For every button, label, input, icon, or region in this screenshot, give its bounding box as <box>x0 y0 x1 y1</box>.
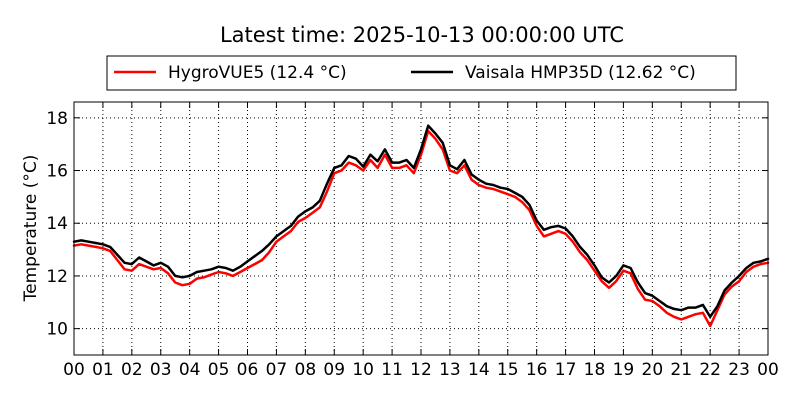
x-tick-label: 23 <box>728 360 750 380</box>
y-tick-label: 10 <box>46 320 68 340</box>
x-tick-label: 01 <box>92 360 114 380</box>
x-tick-label: 11 <box>381 360 403 380</box>
x-tick-label: 03 <box>150 360 172 380</box>
plot-frame <box>73 101 769 356</box>
legend-label-hygrovue5: HygroVUE5 (12.4 °C) <box>168 63 347 83</box>
chart-title: Latest time: 2025-10-13 00:00:00 UTC <box>220 23 624 47</box>
x-tick-label: 00 <box>63 360 85 380</box>
x-tick-label: 22 <box>699 360 721 380</box>
x-tick-label: 17 <box>555 360 577 380</box>
series-line-0 <box>72 129 770 328</box>
x-tick-label: 10 <box>352 360 374 380</box>
series-line-1 <box>72 124 770 319</box>
x-tick-label: 02 <box>121 360 143 380</box>
x-tick-label: 08 <box>295 360 317 380</box>
x-tick-label: 21 <box>670 360 692 380</box>
x-tick-label: 06 <box>237 360 259 380</box>
y-tick-label: 14 <box>46 214 68 234</box>
y-tick-label: 18 <box>46 109 68 129</box>
grid <box>74 102 768 355</box>
y-tick-label: 12 <box>46 267 68 287</box>
x-tick-label: 18 <box>584 360 606 380</box>
y-tick-label: 16 <box>46 162 68 182</box>
x-tick-label: 07 <box>266 360 288 380</box>
legend: HygroVUE5 (12.4 °C) Vaisala HMP35D (12.6… <box>106 55 737 91</box>
legend-label-vaisala: Vaisala HMP35D (12.62 °C) <box>465 63 696 83</box>
x-tick-label: 00 <box>757 360 779 380</box>
y-tick-labels: 10 12 14 16 18 <box>46 109 68 340</box>
x-tick-label: 13 <box>439 360 461 380</box>
x-tick-label: 12 <box>410 360 432 380</box>
x-tick-label: 05 <box>208 360 230 380</box>
x-tick-label: 09 <box>323 360 345 380</box>
x-tick-label: 14 <box>468 360 490 380</box>
x-tick-label: 16 <box>526 360 548 380</box>
series-lines <box>72 124 770 328</box>
y-axis-label: Temperature (°C) <box>21 155 41 303</box>
x-tick-label: 20 <box>642 360 664 380</box>
x-tick-label: 04 <box>179 360 201 380</box>
ticks <box>73 102 769 355</box>
x-tick-labels: 00 01 02 03 04 05 06 07 08 09 10 11 12 13 14 15 16 17 18 19… <box>63 360 779 380</box>
x-tick-label: 19 <box>613 360 635 380</box>
x-tick-label: 15 <box>497 360 519 380</box>
